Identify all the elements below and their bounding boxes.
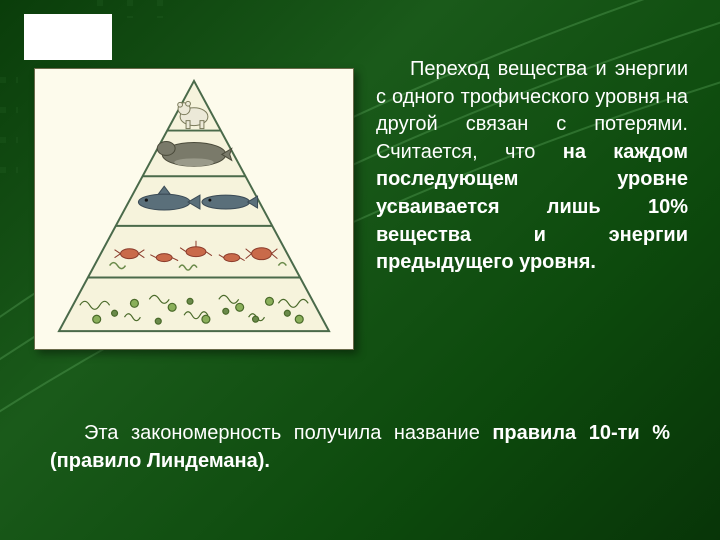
corner-white-box xyxy=(24,14,112,60)
paragraph-2: Эта закономерность получила название пра… xyxy=(50,420,670,475)
trophic-pyramid-figure xyxy=(34,68,354,350)
slide-root: Переход вещества и энергии с одного троф… xyxy=(0,0,720,540)
pyramid-svg xyxy=(35,69,353,349)
paragraph-2-lead: Эта закономерность получила название xyxy=(84,422,492,444)
paragraph-1: Переход вещества и энергии с одного троф… xyxy=(376,56,688,277)
